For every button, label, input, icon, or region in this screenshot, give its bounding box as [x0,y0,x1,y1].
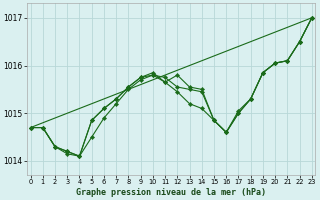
X-axis label: Graphe pression niveau de la mer (hPa): Graphe pression niveau de la mer (hPa) [76,188,266,197]
